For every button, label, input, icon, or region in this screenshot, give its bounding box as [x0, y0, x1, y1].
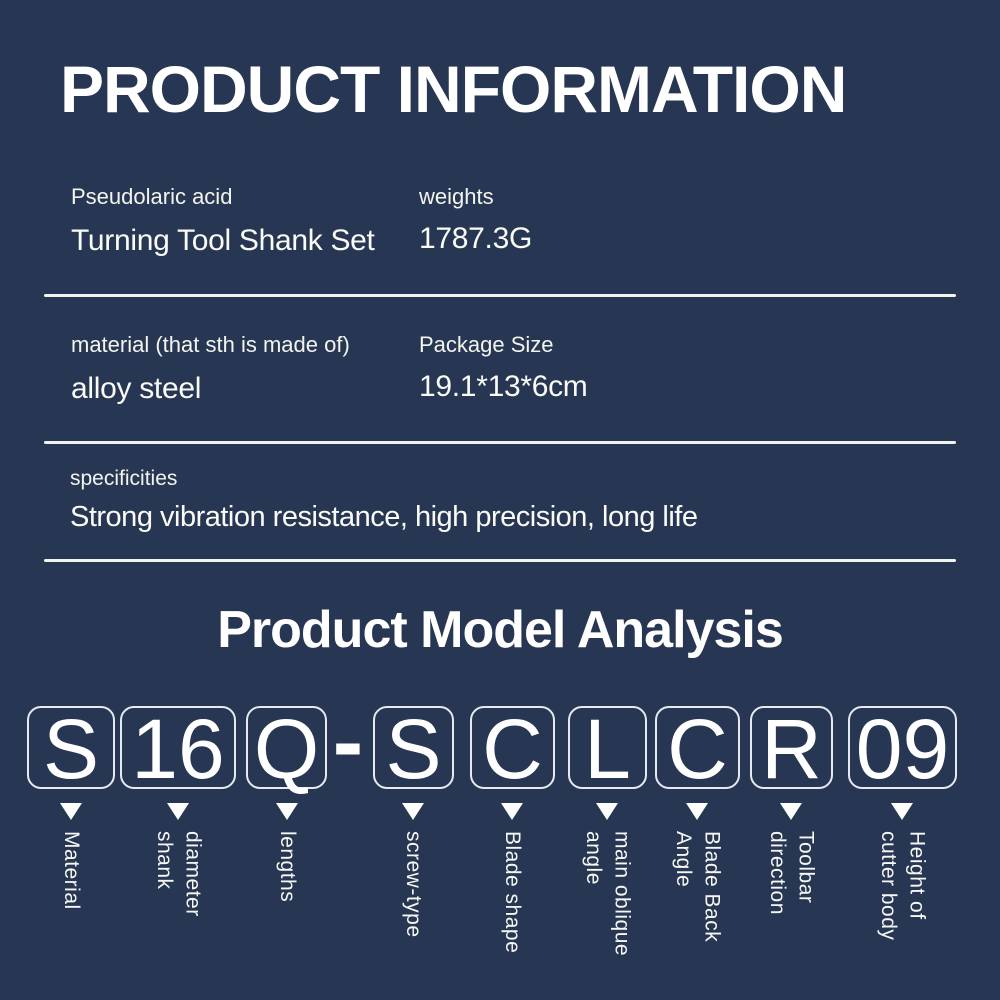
- code-char: Q: [253, 701, 320, 796]
- spec-value: Strong vibration resistance, high precis…: [70, 501, 698, 533]
- spec-value: 19.1*13*6cm: [419, 370, 588, 403]
- vertical-label: shank: [153, 831, 176, 890]
- code-box-blade-shape: C: [470, 701, 555, 796]
- code-box-back-angle: C: [655, 701, 740, 796]
- vertical-label: angle: [582, 831, 605, 885]
- code-box-direction: R: [750, 701, 833, 796]
- vertical-label: Blade Back: [700, 831, 724, 943]
- vertical-label: cutter body: [877, 831, 900, 941]
- spec-field-product-name: Pseudolaric acid Turning Tool Shank Set: [71, 184, 375, 258]
- spec-label: specificities: [70, 467, 178, 490]
- code-box-cutter-height: 09: [848, 701, 957, 796]
- code-char: C: [667, 701, 728, 796]
- spec-field-weight: weights 1787.3G: [419, 184, 532, 256]
- segment-label-screw-type: screw-type: [343, 803, 483, 938]
- code-char: S: [385, 701, 442, 796]
- segment-label-blade-back-angle: Angle Blade Back: [627, 803, 767, 942]
- spec-field-material: material (that sth is made of) alloy ste…: [71, 332, 350, 406]
- spec-field-specificities: specificities Strong vibration resistanc…: [70, 467, 698, 534]
- spec-label: Pseudolaric acid: [71, 184, 233, 209]
- spec-label: material (that sth is made of): [71, 332, 350, 357]
- divider: [44, 441, 956, 444]
- down-arrow-icon: [686, 803, 708, 820]
- code-box-oblique-angle: L: [568, 701, 647, 796]
- code-box-screw-type: S: [373, 701, 454, 796]
- page-title: PRODUCT INFORMATION: [60, 52, 847, 126]
- segment-label-blade-shape: Blade shape: [442, 803, 582, 953]
- vertical-label: diameter: [181, 831, 205, 917]
- down-arrow-icon: [402, 803, 424, 820]
- segment-label-main-oblique-angle: angle main oblique: [537, 803, 677, 956]
- code-char: 09: [855, 701, 950, 796]
- vertical-label: Toolbar: [794, 831, 818, 904]
- code-box-material: S: [27, 701, 115, 796]
- vertical-label: Height of: [905, 831, 929, 920]
- segment-label-cutter-body-height: cutter body Height of: [832, 803, 972, 940]
- spec-label: weights: [419, 184, 494, 209]
- vertical-label: direction: [766, 831, 789, 915]
- spec-value: Turning Tool Shank Set: [71, 224, 375, 257]
- down-arrow-icon: [60, 803, 82, 820]
- vertical-label: Angle: [672, 831, 695, 888]
- divider: [44, 559, 956, 562]
- vertical-label: Material: [60, 831, 84, 910]
- segment-label-lengths: lengths: [217, 803, 357, 902]
- down-arrow-icon: [276, 803, 298, 820]
- spec-field-package-size: Package Size 19.1*13*6cm: [419, 332, 588, 404]
- segment-label-toolbar-direction: direction Toolbar: [721, 803, 861, 915]
- down-arrow-icon: [167, 803, 189, 820]
- model-analysis-title: Product Model Analysis: [217, 601, 784, 659]
- spec-value: 1787.3G: [419, 222, 532, 255]
- segment-label-shank-diameter: shank diameter: [108, 803, 248, 917]
- segment-label-material: Material: [1, 803, 141, 910]
- vertical-label: main oblique: [610, 831, 634, 957]
- code-char: C: [482, 701, 543, 796]
- spec-value: alloy steel: [71, 372, 202, 405]
- code-char: L: [584, 701, 631, 796]
- vertical-label: screw-type: [402, 831, 426, 938]
- divider: [44, 294, 956, 297]
- down-arrow-icon: [596, 803, 618, 820]
- code-box-shank-diameter: 16: [120, 701, 236, 796]
- spec-label: Package Size: [419, 332, 554, 357]
- code-char: R: [761, 701, 822, 796]
- down-arrow-icon: [891, 803, 913, 820]
- code-char: S: [42, 701, 100, 796]
- code-box-lengths: Q: [246, 701, 327, 796]
- dash-separator: -: [332, 690, 364, 793]
- vertical-label: lengths: [276, 831, 300, 903]
- down-arrow-icon: [780, 803, 802, 820]
- vertical-label: Blade shape: [501, 831, 525, 954]
- down-arrow-icon: [501, 803, 523, 820]
- code-char: 16: [131, 701, 225, 796]
